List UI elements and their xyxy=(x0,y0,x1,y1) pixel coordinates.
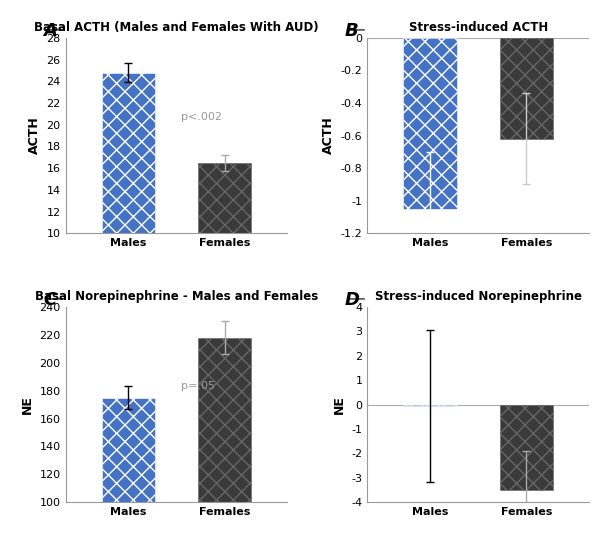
Bar xyxy=(102,73,155,342)
Bar xyxy=(198,337,251,538)
Title: Basal Norepinephrine - Males and Females: Basal Norepinephrine - Males and Females xyxy=(35,290,318,303)
Bar xyxy=(102,398,155,538)
Text: B: B xyxy=(345,22,359,40)
Bar xyxy=(403,38,456,209)
Bar xyxy=(500,405,553,490)
Bar xyxy=(198,162,251,342)
Y-axis label: NE: NE xyxy=(332,395,346,414)
Title: Stress-induced Norepinephrine: Stress-induced Norepinephrine xyxy=(375,290,582,303)
Text: D: D xyxy=(345,291,360,309)
Text: C: C xyxy=(43,291,57,309)
Y-axis label: ACTH: ACTH xyxy=(28,117,41,154)
Text: p=.05: p=.05 xyxy=(181,381,215,391)
Text: A: A xyxy=(43,22,57,40)
Title: Basal ACTH (Males and Females With AUD): Basal ACTH (Males and Females With AUD) xyxy=(34,21,319,34)
Y-axis label: ACTH: ACTH xyxy=(322,117,335,154)
Bar xyxy=(403,405,456,406)
Y-axis label: NE: NE xyxy=(21,395,34,414)
Title: Stress-induced ACTH: Stress-induced ACTH xyxy=(409,21,548,34)
Bar xyxy=(500,38,553,139)
Text: p<.002: p<.002 xyxy=(181,112,222,122)
